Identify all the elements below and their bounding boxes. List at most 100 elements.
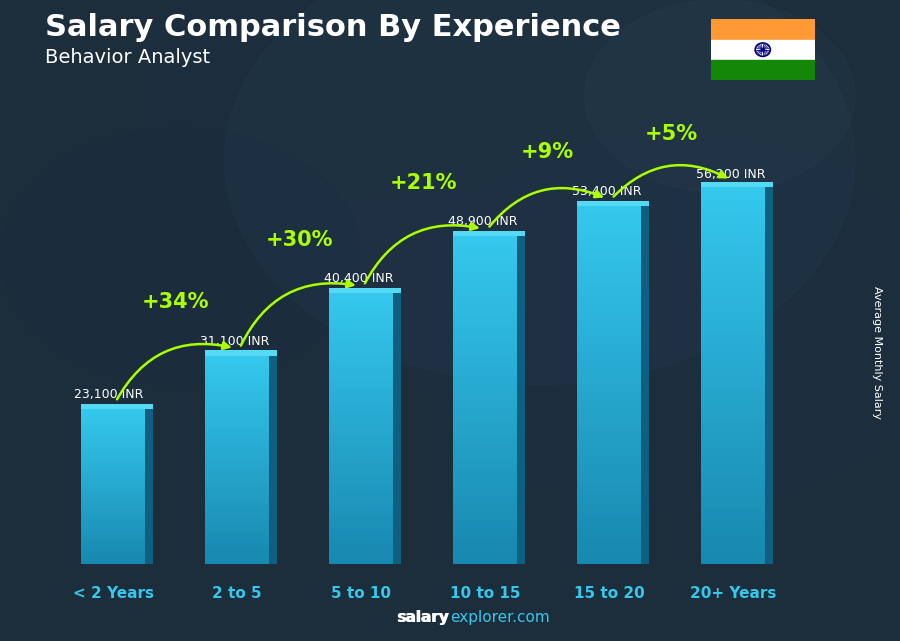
Bar	[453, 247, 518, 253]
Bar	[81, 554, 146, 556]
Text: 48,900 INR: 48,900 INR	[448, 215, 518, 228]
Bar	[205, 484, 269, 488]
Bar	[81, 430, 146, 433]
Bar	[328, 302, 393, 306]
Bar	[81, 438, 146, 440]
Bar	[701, 363, 765, 369]
Bar	[328, 542, 393, 546]
Bar	[577, 230, 642, 236]
Bar	[328, 447, 393, 451]
Bar	[328, 320, 393, 325]
Bar	[577, 242, 642, 248]
Bar	[453, 526, 518, 531]
Bar	[81, 494, 146, 497]
Bar	[205, 390, 269, 394]
Text: Behavior Analyst: Behavior Analyst	[45, 48, 210, 67]
Bar	[701, 244, 765, 250]
Bar	[577, 355, 642, 361]
Bar	[577, 445, 642, 451]
Bar	[701, 269, 765, 275]
Bar	[577, 487, 642, 492]
Bar	[577, 451, 642, 456]
Bar	[81, 549, 146, 551]
Bar	[577, 236, 642, 242]
Bar	[81, 435, 146, 438]
Text: salary: salary	[398, 610, 450, 625]
Bar	[453, 373, 518, 378]
Bar	[711, 19, 814, 40]
Bar	[328, 429, 393, 433]
Bar	[328, 501, 393, 505]
Bar	[701, 194, 765, 200]
Bar	[81, 526, 146, 528]
Bar	[701, 445, 765, 451]
Bar	[701, 300, 765, 306]
Bar	[205, 488, 269, 491]
Bar	[328, 433, 393, 438]
Bar	[701, 250, 765, 256]
Bar	[577, 397, 642, 403]
Bar	[701, 470, 765, 476]
Bar	[205, 481, 269, 484]
Bar	[328, 383, 393, 388]
Bar	[577, 522, 642, 528]
Bar	[453, 422, 518, 428]
Bar	[453, 263, 518, 269]
Bar	[453, 367, 518, 373]
Bar	[577, 361, 642, 367]
Bar	[577, 558, 642, 564]
Bar	[81, 474, 146, 476]
Bar	[328, 483, 393, 487]
Bar	[701, 388, 765, 394]
Bar	[328, 496, 393, 501]
Bar	[205, 376, 269, 380]
Bar	[81, 536, 146, 538]
Bar	[701, 237, 765, 244]
Bar	[81, 520, 146, 523]
Bar	[328, 465, 393, 469]
Bar	[701, 344, 765, 351]
Bar	[328, 316, 393, 320]
Bar	[701, 533, 765, 539]
Bar	[577, 248, 642, 254]
Bar	[453, 280, 518, 285]
Bar	[453, 428, 518, 433]
Bar	[205, 415, 269, 418]
Circle shape	[761, 49, 764, 51]
Bar	[81, 556, 146, 559]
Bar	[701, 351, 765, 357]
Bar	[81, 531, 146, 533]
Text: < 2 Years: < 2 Years	[73, 586, 154, 601]
Bar	[711, 60, 814, 80]
Bar	[81, 451, 146, 453]
Bar	[577, 438, 642, 445]
Bar	[81, 538, 146, 541]
Bar	[81, 428, 146, 430]
Bar	[701, 407, 765, 413]
Bar	[205, 547, 269, 550]
Bar	[81, 528, 146, 531]
Bar	[328, 297, 393, 302]
Bar	[328, 456, 393, 460]
Circle shape	[630, 256, 900, 513]
Bar	[453, 477, 518, 482]
Bar	[701, 294, 765, 300]
Bar	[328, 411, 393, 415]
Text: salary: salary	[396, 610, 448, 625]
Bar	[205, 369, 269, 373]
Text: Average Monthly Salary: Average Monthly Salary	[872, 286, 883, 419]
Bar	[205, 554, 269, 557]
Bar	[205, 408, 269, 411]
Bar	[328, 451, 393, 456]
Bar	[701, 476, 765, 483]
Bar	[577, 349, 642, 355]
Bar	[453, 362, 518, 367]
Bar	[577, 278, 642, 283]
Bar	[205, 411, 269, 415]
Bar	[453, 454, 518, 460]
Bar	[205, 397, 269, 401]
Bar	[453, 378, 518, 384]
Bar	[453, 236, 518, 242]
Bar	[328, 356, 393, 361]
Bar	[453, 389, 518, 395]
